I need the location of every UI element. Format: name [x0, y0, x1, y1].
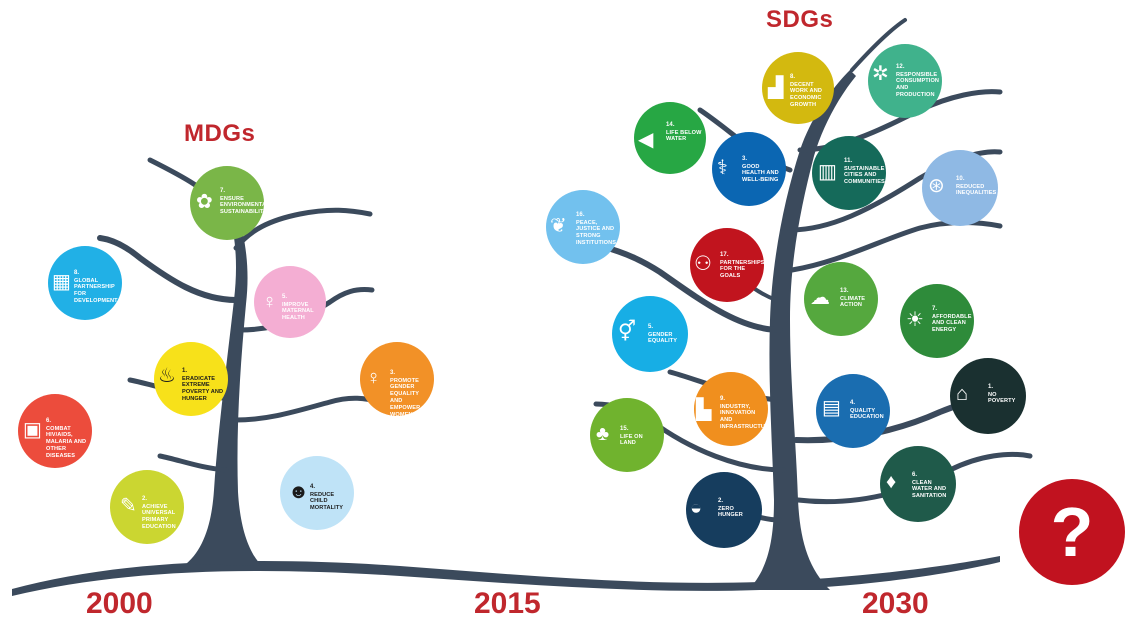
sdg-goal-10: ⊛ 10. REDUCED INEQUALITIES [922, 150, 998, 226]
goal-label: 9. INDUSTRY, INNOVATION AND INFRASTRUCTUR… [720, 396, 768, 431]
handshake-icon: ▦ [52, 271, 71, 293]
sdg-goal-11: ▥ 11. SUSTAINABLE CITIES AND COMMUNITIES [812, 136, 886, 210]
sdg-goal-2: ◒ 2. ZERO HUNGER [686, 472, 762, 548]
book-icon: ▤ [822, 397, 841, 419]
factory-icon: ▙ [696, 399, 712, 421]
fish-icon: ◀ [638, 129, 654, 151]
goal-label: 6. CLEAN WATER AND SANITATION [912, 472, 947, 500]
sdg-goal-5: ⚥ 5. GENDER EQUALITY [612, 296, 688, 372]
plant-icon: ✿ [196, 191, 213, 213]
medicine-icon: ▣ [23, 419, 42, 441]
climate-icon: ☁ [810, 287, 830, 309]
sdg-goal-1: ⌂ 1. NO POVERTY [950, 358, 1026, 434]
sdg-goal-15: ♣ 15. LIFE ON LAND [590, 398, 664, 472]
dove-icon: ❦ [550, 215, 567, 237]
sdg-goal-7: ☀ 7. AFFORDABLE AND CLEAN ENERGY [900, 284, 974, 358]
teddy-bear-icon: ☻ [288, 481, 310, 503]
goal-label: 3. PROMOTE GENDER EQUALITY AND EMPOWER WO… [390, 370, 421, 416]
mdg-goal-8: ▦ 8. GLOBAL PARTNERSHIP FOR DEVELOPMENT [48, 246, 122, 320]
goal-label: 11. SUSTAINABLE CITIES AND COMMUNITIES [844, 158, 885, 186]
infinity-icon: ✲ [872, 63, 889, 85]
mdg-goal-7: ✿ 7.ENSURE ENVIRONMENTAL SUSTAINABILITY [190, 166, 264, 240]
goal-label: 2. ACHIEVE UNIVERSAL PRIMARY EDUCATION [142, 496, 176, 531]
sdg-goal-13: ☁ 13. CLIMATE ACTION [804, 262, 878, 336]
goal-label: 15. LIFE ON LAND [620, 426, 643, 447]
growth-chart-icon: ▟ [768, 77, 784, 99]
question-mark-circle: ? [1019, 479, 1125, 585]
sdg-goal-17: ⚇ 17. PARTNERSHIPS FOR THE GOALS [690, 228, 764, 302]
sun-icon: ☀ [906, 309, 924, 331]
sdg-goal-4: ▤ 4. QUALITY EDUCATION [816, 374, 890, 448]
pregnant-woman-icon: ♀ [262, 291, 277, 313]
family-icon: ⌂ [956, 383, 969, 405]
goal-label: 3. GOOD HEALTH AND WELL-BEING [742, 156, 779, 184]
goal-label: 16. PEACE, JUSTICE AND STRONG INSTITUTION… [576, 212, 617, 247]
year-2015: 2015 [474, 587, 541, 620]
pencil-icon: ✎ [120, 495, 137, 517]
mdg-goal-2: ✎ 2. ACHIEVE UNIVERSAL PRIMARY EDUCATION [110, 470, 184, 544]
goal-label: 2. ZERO HUNGER [718, 498, 743, 519]
goal-label: 10. REDUCED INEQUALITIES [956, 176, 997, 197]
goal-label: 7. AFFORDABLE AND CLEAN ENERGY [932, 306, 972, 334]
goal-label: 14. LIFE BELOW WATER [666, 122, 702, 143]
sdg-goal-3: ⚕ 3. GOOD HEALTH AND WELL-BEING [712, 132, 786, 206]
mdg-goal-1: ♨ 1. ERADICATE EXTREME POVERTY AND HUNGER [154, 342, 228, 416]
city-icon: ▥ [818, 161, 837, 183]
partnership-icon: ⚇ [694, 253, 712, 275]
sdg-goal-9: ▙ 9. INDUSTRY, INNOVATION AND INFRASTRUCT… [694, 372, 768, 446]
sdg-goal-8: ▟ 8. DECENT WORK AND ECONOMIC GROWTH [762, 52, 834, 124]
goal-label: 8. GLOBAL PARTNERSHIP FOR DEVELOPMENT [74, 270, 118, 305]
goal-label: 8. DECENT WORK AND ECONOMIC GROWTH [790, 74, 822, 109]
goal-label: 12. RESPONSIBLE CONSUMPTION AND PRODUCTIO… [896, 64, 940, 99]
mdgs-title: MDGs [184, 120, 256, 147]
year-2000: 2000 [86, 587, 153, 620]
mdg-goal-5: ♀ 5. IMPROVE MATERNAL HEALTH [254, 266, 326, 338]
arrows-icon: ⊛ [928, 175, 945, 197]
goal-label: 1. NO POVERTY [988, 384, 1016, 405]
goal-label: 7.ENSURE ENVIRONMENTAL SUSTAINABILITY [220, 188, 264, 216]
sdg-goal-6: ♦ 6. CLEAN WATER AND SANITATION [880, 446, 956, 522]
sdg-tree-trunk [748, 70, 856, 590]
goal-label: 1. ERADICATE EXTREME POVERTY AND HUNGER [182, 368, 224, 403]
goal-label: 6. COMBAT HIV/AIDS, MALARIA AND OTHER DIS… [46, 418, 87, 460]
mdg-goal-4: ☻ 4. REDUCE CHILD MORTALITY [280, 456, 354, 530]
mdg-goal-6: ▣ 6. COMBAT HIV/AIDS, MALARIA AND OTHER D… [18, 394, 92, 468]
goal-label: 17. PARTNERSHIPS FOR THE GOALS [720, 252, 764, 280]
year-2030: 2030 [862, 587, 929, 620]
goal-label: 13. CLIMATE ACTION [840, 288, 866, 309]
goal-label: 5. GENDER EQUALITY [648, 324, 678, 345]
bowl-icon: ♨ [158, 365, 176, 387]
goal-label: 5. IMPROVE MATERNAL HEALTH [282, 294, 314, 322]
water-drop-icon: ♦ [886, 471, 897, 493]
mdg-goal-3: ♀ 3. PROMOTE GENDER EQUALITY AND EMPOWER … [360, 342, 434, 416]
stethoscope-icon: ⚕ [717, 157, 728, 179]
goal-label: 4. REDUCE CHILD MORTALITY [310, 484, 344, 512]
sdgs-title: SDGs [766, 6, 834, 33]
sdg-goal-12: ✲ 12. RESPONSIBLE CONSUMPTION AND PRODUCT… [868, 44, 942, 118]
goal-label: 4. QUALITY EDUCATION [850, 400, 884, 421]
tree-icon: ♣ [596, 423, 610, 445]
gender-icon: ⚥ [618, 321, 637, 343]
female-symbol-icon: ♀ [366, 367, 381, 389]
bread-icon: ◒ [690, 497, 703, 519]
sdg-goal-16: ❦ 16. PEACE, JUSTICE AND STRONG INSTITUTI… [546, 190, 620, 264]
sdg-goal-14: ◀ 14. LIFE BELOW WATER [634, 102, 706, 174]
